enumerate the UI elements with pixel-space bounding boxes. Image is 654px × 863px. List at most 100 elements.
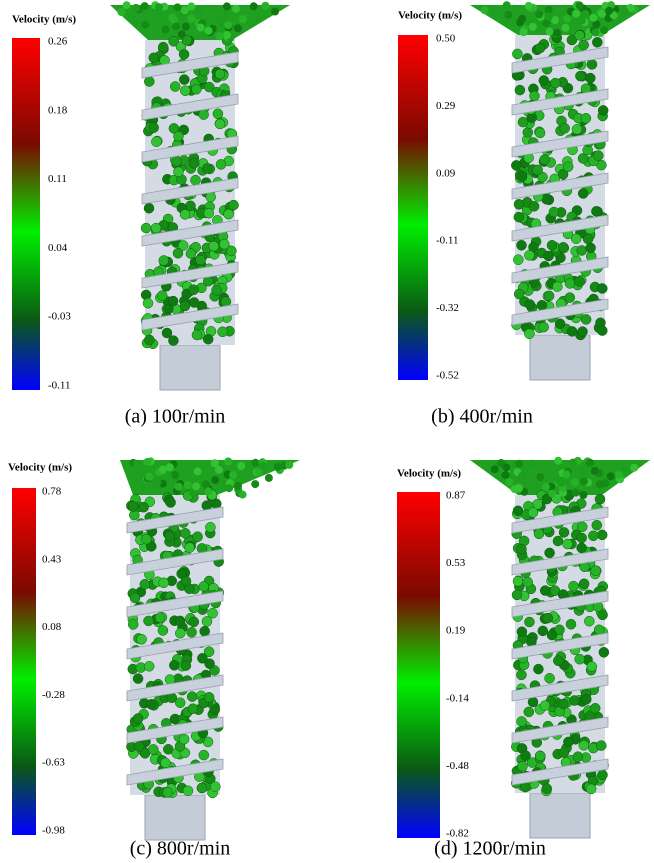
particle <box>123 1 131 9</box>
particle <box>181 661 191 671</box>
particle <box>511 160 521 170</box>
particle <box>162 328 172 338</box>
particle <box>545 548 555 558</box>
particle <box>575 654 585 664</box>
particle <box>191 175 201 185</box>
particle <box>622 465 630 473</box>
legend-title: Velocity (m/s) <box>8 462 72 474</box>
particle <box>586 784 596 794</box>
particle <box>143 298 153 308</box>
particle <box>144 616 154 626</box>
particle <box>523 127 533 137</box>
particle <box>587 662 597 672</box>
caption: (b) 400r/min <box>431 406 533 428</box>
particle <box>581 694 591 704</box>
particle <box>547 240 557 250</box>
legend-tick: 0.09 <box>436 167 456 179</box>
particle <box>202 616 212 626</box>
legend-tick: -0.28 <box>42 689 65 701</box>
particle <box>544 291 554 301</box>
particle <box>144 335 154 345</box>
particle <box>271 8 279 16</box>
particle <box>577 522 587 532</box>
particle <box>172 156 182 166</box>
particle <box>534 529 544 539</box>
legend-tick: 0.19 <box>446 625 466 637</box>
particle <box>621 7 629 15</box>
particle <box>128 619 138 629</box>
particle <box>225 484 233 492</box>
particle <box>132 4 140 12</box>
particle <box>598 770 608 780</box>
screw-image <box>110 1 290 390</box>
particle <box>517 240 527 250</box>
particle <box>189 298 199 308</box>
legend-tick: 0.11 <box>48 173 67 185</box>
particle <box>215 466 223 474</box>
legend-tick: 0.87 <box>446 490 466 502</box>
particle <box>591 566 601 576</box>
particle <box>535 751 545 761</box>
particle <box>189 617 199 627</box>
particle <box>199 110 209 120</box>
particle <box>259 462 267 470</box>
particle <box>253 13 261 21</box>
particle <box>215 69 225 79</box>
particle <box>545 673 555 683</box>
particle <box>575 30 585 40</box>
particle <box>579 579 589 589</box>
particle <box>555 319 565 329</box>
particle <box>159 578 169 588</box>
particle <box>251 459 259 467</box>
particle <box>173 248 183 258</box>
particle <box>543 613 553 623</box>
particle <box>572 489 580 497</box>
shaft <box>530 335 590 380</box>
particle <box>569 581 579 591</box>
panel: Velocity (m/s)0.260.180.110.04-0.03-0.11… <box>12 1 290 427</box>
particle <box>567 326 577 336</box>
legend-tick: 0.29 <box>436 100 456 112</box>
panel: Velocity (m/s)0.500.290.09-0.11-0.32-0.5… <box>398 1 650 428</box>
particle <box>512 590 522 600</box>
particle <box>514 289 524 299</box>
particle <box>584 616 594 626</box>
legend-tick: 0.53 <box>446 557 466 569</box>
particle <box>558 242 568 252</box>
legend-tick: 0.43 <box>42 553 62 565</box>
particle <box>200 626 210 636</box>
particle <box>599 647 609 657</box>
particle <box>586 459 594 467</box>
particle <box>143 458 151 466</box>
particle <box>535 43 545 53</box>
particle <box>600 26 608 34</box>
particle <box>605 7 613 15</box>
particle <box>128 502 138 512</box>
particle <box>234 24 242 32</box>
particle <box>560 123 570 133</box>
particle <box>178 30 186 38</box>
particle <box>137 634 147 644</box>
particle <box>569 696 579 706</box>
particle <box>549 207 559 217</box>
particle <box>215 119 225 129</box>
screw-image <box>470 1 650 380</box>
particle <box>223 2 231 10</box>
particle <box>513 576 523 586</box>
particle <box>607 472 615 480</box>
particle <box>505 478 513 486</box>
particle <box>134 741 144 751</box>
particle <box>554 457 562 465</box>
particle <box>577 246 587 256</box>
particle <box>140 579 150 589</box>
particle <box>562 470 570 478</box>
particle <box>514 212 524 222</box>
particle <box>187 2 195 10</box>
legend-tick: 0.26 <box>48 36 68 48</box>
particle <box>528 508 538 518</box>
particle <box>180 301 190 311</box>
particle <box>144 661 154 671</box>
particle <box>229 200 239 210</box>
particle <box>559 748 569 758</box>
particle <box>141 2 149 10</box>
